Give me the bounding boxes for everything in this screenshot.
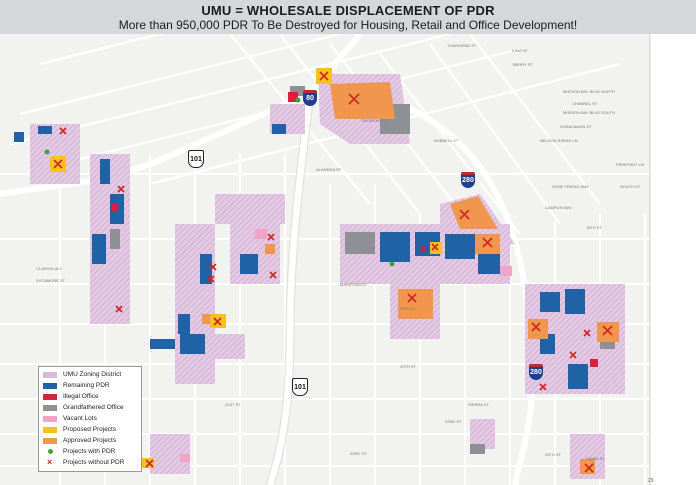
street-label: SYCAMORE ST: [36, 278, 66, 283]
legend-item: Approved Projects: [43, 436, 139, 446]
legend-swatch: [43, 427, 57, 433]
street-label: SOUTH ST: [620, 184, 641, 189]
street-label: 20TH ST: [400, 364, 417, 369]
legend-label: Projects with PDR: [63, 448, 116, 455]
street-label: CHINA BASIN ST: [560, 124, 592, 129]
illegal-office-blocks: [112, 92, 598, 367]
us-101-shield-south: 101: [292, 378, 308, 396]
legend-label: UMU Zoning District: [63, 371, 122, 378]
legend-label: Proposed Projects: [63, 426, 117, 433]
street-label: HUBBELL ST: [434, 138, 459, 143]
street-label: PIERPOINT LN: [616, 162, 644, 167]
interstate-280-shield-south: 280: [529, 364, 543, 380]
legend-item: Projects with PDR: [43, 447, 139, 457]
legend-swatch: [43, 383, 57, 389]
map-header: UMU = WHOLESALE DISPLACEMENT OF PDR More…: [0, 0, 696, 34]
street-label: SIERRA ST: [468, 402, 489, 407]
street-label: 16TH ST: [586, 225, 603, 230]
legend-swatch: [43, 416, 57, 422]
legend-swatch: [43, 372, 57, 378]
legend-item: UMU Zoning District: [43, 370, 139, 380]
legend-item: × Projects without PDR: [43, 457, 139, 468]
street-label: 19TH ST: [400, 306, 417, 311]
street-label: 25TH ST: [545, 452, 562, 457]
map-legend: UMU Zoning District Remaining PDR Illegal …: [38, 366, 142, 472]
street-label: CHANNEL ST: [572, 101, 598, 106]
street-label: BERRY ST: [513, 62, 533, 67]
map-subtitle: More than 950,000 PDR To Be Destroyed fo…: [118, 18, 578, 32]
street-label: NELSON RISING LN: [540, 138, 578, 143]
street-label: MISSION BAY BLVD NORTH: [563, 89, 616, 94]
legend-x-icon: ×: [47, 457, 53, 467]
street-label: KING ST: [512, 48, 529, 53]
street-label: TUBBS ST: [585, 456, 605, 461]
legend-label: Remaining PDR: [63, 382, 110, 389]
legend-item: Proposed Projects: [43, 425, 139, 435]
street-label: ALAMEDA ST: [316, 167, 342, 172]
legend-item: Remaining PDR: [43, 381, 139, 391]
legend-swatch: [43, 405, 57, 411]
street-label: DIVISION ST: [362, 118, 386, 123]
interstate-80-shield: 80: [303, 90, 317, 106]
legend-label: Approved Projects: [63, 437, 117, 444]
legend-label: Vacant Lots: [63, 415, 97, 422]
freeway-edges: [265, 93, 315, 485]
vacant-lot-blocks: [180, 229, 512, 462]
street-label: 21ST ST: [225, 402, 241, 407]
street-label: TOWNSEND ST: [447, 43, 477, 48]
street-label: MARIPOSA ST: [340, 282, 368, 287]
projects-with-pdr-markers: [44, 97, 395, 267]
remaining-pdr-blocks: [14, 124, 588, 389]
legend-item: Grandfathered Office: [43, 403, 139, 413]
street-label: GENE FRIEND WAY: [552, 184, 590, 189]
interstate-280-shield-east: 280: [461, 172, 475, 188]
street-label: 22ND ST: [445, 419, 462, 424]
legend-label: Projects without PDR: [63, 459, 125, 466]
legend-label: Grandfathered Office: [63, 404, 124, 411]
projects-without-pdr-markers: [53, 71, 613, 473]
legend-label: Illegal Office: [63, 393, 99, 400]
us-101-shield-north: 101: [188, 150, 204, 168]
page-number: 29: [648, 478, 654, 484]
legend-dot-icon: [48, 449, 53, 454]
street-label: CLARION ALY: [36, 266, 62, 271]
street-label: MISSION BAY BLVD SOUTH: [563, 110, 616, 115]
street-label: CAMPUS WAY: [545, 205, 572, 210]
legend-swatch: [43, 438, 57, 444]
map-title: UMU = WHOLESALE DISPLACEMENT OF PDR: [201, 3, 495, 18]
legend-item: Illegal Office: [43, 392, 139, 402]
legend-item: Vacant Lots: [43, 414, 139, 424]
legend-swatch: [43, 394, 57, 400]
street-label: 23RD ST: [350, 451, 367, 456]
bay-water: [650, 34, 696, 485]
